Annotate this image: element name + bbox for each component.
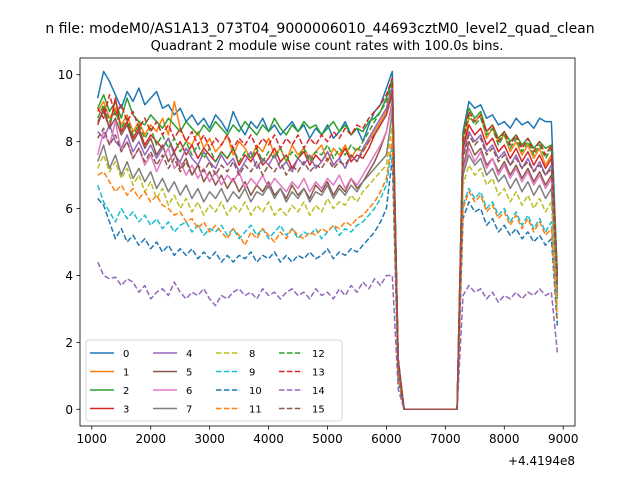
plot-area [96, 70, 559, 411]
legend-label-1: 1 [123, 368, 129, 379]
y-tick-label: 6 [65, 202, 73, 216]
x-tick-label: 7000 [430, 432, 461, 446]
legend-label-11: 11 [249, 405, 262, 416]
series-line-14 [97, 261, 559, 411]
legend-label-0: 0 [123, 349, 129, 360]
series-line-4 [97, 84, 559, 411]
series-line-6 [96, 104, 559, 411]
legend-box [85, 339, 343, 422]
y-tick-label: 8 [65, 135, 73, 149]
x-tick-label: 6000 [371, 432, 402, 446]
legend-label-9: 9 [249, 368, 255, 379]
legend-label-8: 8 [249, 349, 255, 360]
legend-label-7: 7 [186, 405, 192, 416]
series-line-2 [97, 77, 559, 411]
legend-label-3: 3 [123, 405, 129, 416]
x-tick-label: 5000 [312, 432, 343, 446]
figure-suptitle: n file: modeM0/AS1A13_073T04_9000006010_… [45, 21, 594, 37]
x-tick-label: 4000 [253, 432, 284, 446]
y-axis: 0 2 4 6 8 10 [58, 68, 80, 417]
y-tick-label: 2 [65, 336, 73, 350]
legend-label-6: 6 [186, 386, 192, 397]
legend-label-13: 13 [312, 368, 325, 379]
legend-label-5: 5 [186, 368, 192, 379]
x-tick-label: 1000 [77, 432, 108, 446]
x-tick-label: 9000 [548, 432, 579, 446]
x-tick-label: 3000 [194, 432, 225, 446]
x-axis: 1000 2000 3000 4000 5000 6000 7000 8000 9000 [77, 426, 579, 446]
x-tick-label: 8000 [489, 432, 520, 446]
x-tick-label: 2000 [135, 432, 166, 446]
legend-label-2: 2 [123, 386, 129, 397]
legend-label-12: 12 [312, 349, 325, 360]
legend-label-4: 4 [186, 349, 192, 360]
y-tick-label: 4 [65, 269, 73, 283]
series-line-8 [97, 124, 559, 411]
series-line-15 [97, 94, 559, 411]
legend-label-10: 10 [249, 386, 262, 397]
legend-label-15: 15 [312, 405, 325, 416]
y-tick-label: 0 [65, 403, 73, 417]
series-line-5 [97, 100, 559, 411]
y-tick-label: 10 [58, 68, 73, 82]
series-line-11 [97, 137, 559, 411]
legend-label-14: 14 [312, 386, 325, 397]
x-offset-label: +4.4194e8 [508, 454, 575, 468]
series-line-13 [97, 77, 559, 411]
series-line-10 [97, 157, 559, 411]
series-line-0 [96, 70, 559, 411]
chart-title: Quadrant 2 module wise count rates with … [151, 39, 504, 54]
series-line-7 [96, 110, 559, 411]
